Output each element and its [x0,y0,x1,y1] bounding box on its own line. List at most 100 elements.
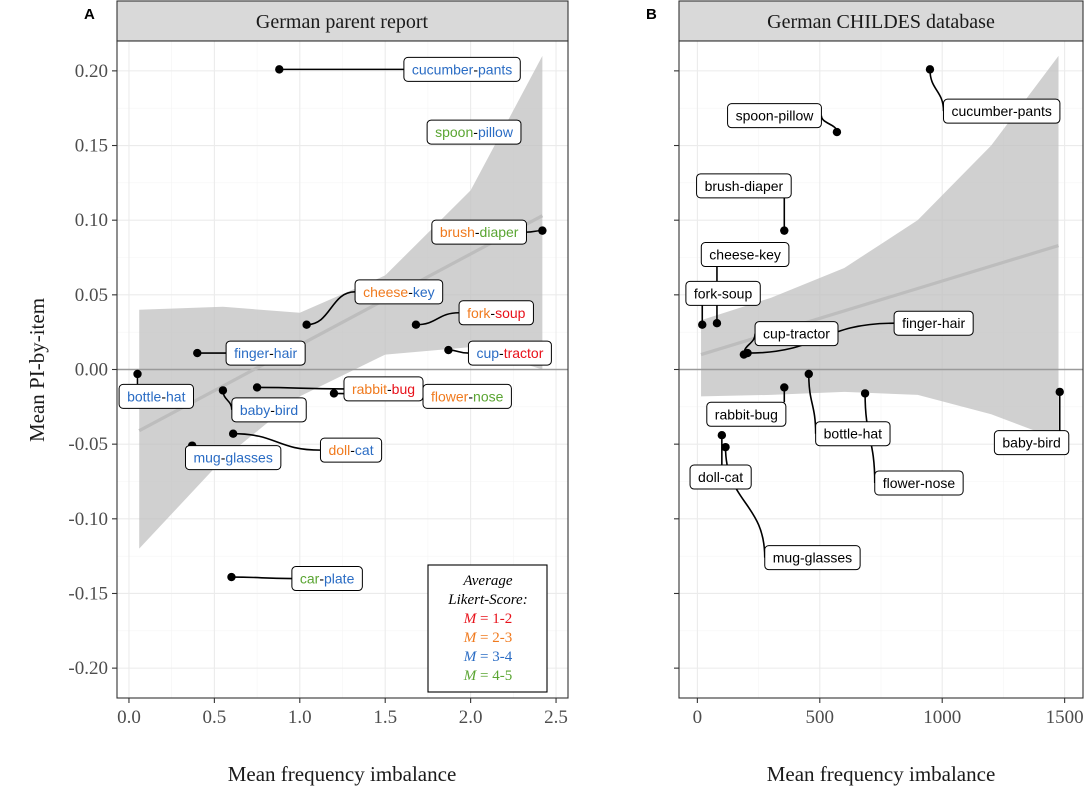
b-label-sep: - [920,475,925,491]
panel-a-points [133,65,547,582]
b-label-text-mug-glasses: mug-glasses [773,550,852,566]
b-label-text-cheese-key: cheese-key [709,247,781,263]
b-label-text-brush-diaper: brush-diaper [705,178,784,194]
a-label-sep: - [161,388,166,404]
legend-box [427,564,548,693]
a-label-word1: car [300,571,320,587]
b-label-box-baby-bird [993,430,1070,456]
a-label-sep: - [350,442,355,458]
a-label-word2: hair [274,345,298,361]
a-label-box-cucumber-pants [403,56,521,82]
b-label-flower-nose: flower-nose [874,470,964,496]
a-label-sep: - [269,345,274,361]
b-label-mug-glasses: mug-glasses [764,545,861,571]
b-label-cucumber-pants: cucumber-pants [943,98,1061,124]
a-label-sep: - [270,402,275,418]
b-x-tick-label: 0 [693,707,703,728]
b-label-word1: spoon [736,108,774,124]
b-label-word2: glasses [805,550,852,566]
legend-title-line1: Average [462,573,512,589]
legend-entry-1-2: M = 1-2 [463,611,512,627]
b-point-rabbit-bug [780,383,789,392]
a-label-text-bottle-hat: bottle-hat [127,388,185,404]
b-label-sep: - [858,426,863,442]
a-x-tick-label: 0.5 [203,707,227,728]
y-tick-label: -0.20 [68,658,108,679]
a-label-bottle-hat: bottle-hat [118,383,194,409]
b-label-text-bottle-hat: bottle-hat [824,426,882,442]
a-point-flower-nose [329,389,339,398]
b-label-word1: fork [694,285,718,301]
a-point-baby-bird [218,386,228,395]
a-label-text-finger-hair: finger-hair [234,345,297,361]
a-point-brush-diaper [538,226,547,235]
b-point-cucumber-pants [925,65,935,74]
panel-b: German CHILDES database cucumber-pantssp… [674,0,1084,786]
a-leader-car-plate [231,576,292,580]
b-label-box-finger-hair [893,310,974,336]
b-point-baby-bird [1055,387,1064,397]
b-label-text-finger-hair: finger-hair [902,315,965,331]
y-tick-label: -0.15 [68,583,108,604]
a-label-box-car-plate [291,566,363,592]
y-tick-label: -0.05 [68,434,108,455]
a-label-word2: tractor [504,345,544,361]
b-label-cheese-key: cheese-key [700,242,790,268]
b-label-box-rabbit-bug [706,401,787,427]
a-label-word1: spoon [435,124,473,140]
y-tick-label: 0.00 [75,360,108,381]
a-label-sep: - [408,284,413,300]
b-label-finger-hair: finger-hair [893,310,974,336]
b-label-box-cup-tractor [754,321,839,347]
a-label-box-flower-nose [422,383,512,409]
b-label-word1: baby [1002,435,1032,451]
a-label-sep: - [499,345,504,361]
a-label-word1: cup [476,345,499,361]
legend-entry-2-3: M = 2-3 [463,630,512,646]
a-label-rabbit-bug: rabbit-bug [343,376,424,402]
panel-a-title: German parent report [256,11,429,33]
b-label-word1: cucumber [952,103,1014,119]
a-label-text-rabbit-bug: rabbit-bug [352,381,415,397]
a-point-cheese-key [302,320,311,329]
a-point-cup-tractor [444,345,453,355]
a-label-word1: fork [467,305,491,321]
panel-a-y-ticks: 0.20 0.15 0.10 0.05 0.00 -0.05 -0.10 -0.15 -0.20 [68,61,117,679]
a-label-word1: cheese [363,284,408,300]
b-point-flower-nose [860,389,870,398]
likert-legend: Average Likert-Score: M = 1-2 M = 2-3 M … [427,564,548,693]
a-label-word2: plate [324,571,355,587]
b-label-cup-tractor: cup-tractor [754,321,839,347]
panel-tag-a: A [84,6,95,23]
legend-entry-4-5: M = 4-5 [463,668,512,684]
a-label-box-mug-glasses [184,445,282,471]
a-label-text-cup-tractor: cup-tractor [476,345,543,361]
b-label-brush-diaper: brush-diaper [696,173,792,199]
b-label-text-spoon-pillow: spoon-pillow [736,108,815,124]
b-label-text-flower-nose: flower-nose [883,475,956,491]
panel-a-confidence-band [139,55,543,549]
b-label-sep: - [800,550,805,566]
b-label-box-doll-cat [689,464,752,490]
b-x-tick-label: 500 [806,707,835,728]
y-tick-label: 0.15 [75,136,108,157]
y-tick-label: -0.10 [68,509,108,530]
a-label-mug-glasses: mug-glasses [184,445,282,471]
b-label-word2: soup [722,285,753,301]
a-label-brush-diaper: brush-diaper [431,219,527,245]
a-label-car-plate: car-plate [291,566,363,592]
a-label-cucumber-pants: cucumber-pants [403,56,521,82]
b-label-box-mug-glasses [764,545,861,571]
b-label-text-rabbit-bug: rabbit-bug [715,406,778,422]
a-point-finger-hair [193,348,202,358]
b-point-fork-soup [698,320,707,329]
legend-title-line2: Likert-Score: [447,592,527,608]
a-point-doll-cat [228,429,238,438]
a-label-box-doll-cat [319,437,383,463]
panel-b-strip [678,0,1084,42]
panel-b-y-ticks [674,70,679,669]
a-label-flower-nose: flower-nose [422,383,512,409]
a-label-word2: cat [355,442,374,458]
b-label-fork-soup: fork-soup [685,280,761,306]
